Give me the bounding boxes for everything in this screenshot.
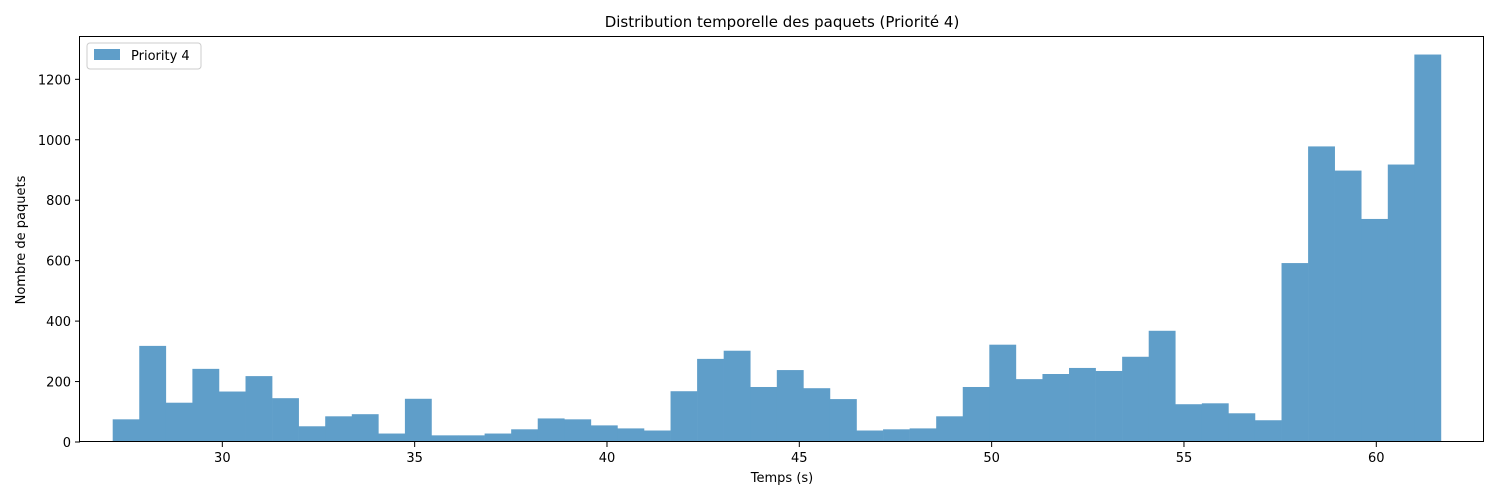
histogram-bar (1308, 146, 1335, 442)
histogram-bar (564, 419, 592, 442)
chart-title: Distribution temporelle des paquets (Pri… (605, 13, 960, 31)
histogram-bar (697, 358, 724, 442)
histogram-bar (511, 429, 539, 442)
x-tick-label: 30 (214, 451, 231, 466)
y-tick-label: 400 (46, 315, 71, 330)
histogram-bar (1414, 54, 1442, 442)
histogram-bar (1281, 263, 1309, 442)
y-axis: 0 200 400 600 800 1000 1200 (38, 73, 80, 451)
histogram-bar (139, 345, 167, 442)
histogram-bar (962, 386, 990, 442)
histogram-bar (404, 398, 432, 442)
histogram-bar (856, 430, 884, 442)
histogram-bar (458, 435, 485, 442)
x-tick-label: 45 (791, 451, 808, 466)
histogram-bar (218, 391, 246, 442)
histogram-bar (165, 402, 193, 442)
histogram-bar (829, 399, 857, 442)
histogram-bar (1361, 218, 1389, 442)
histogram-bar (590, 425, 618, 442)
histogram-bar (617, 428, 645, 442)
bars-group (112, 54, 1442, 443)
y-tick-label: 1200 (38, 73, 71, 88)
histogram-bar (1095, 370, 1123, 442)
histogram-bar (537, 418, 565, 442)
histogram-bar (1122, 356, 1149, 442)
histogram-bar (936, 416, 964, 442)
histogram-bar (192, 368, 220, 442)
histogram-bar (378, 433, 406, 442)
histogram-bar (1228, 413, 1256, 442)
histogram-bar (112, 419, 140, 442)
histogram-bar (1148, 330, 1176, 442)
histogram-bar (245, 376, 273, 442)
histogram-bar (1201, 403, 1229, 442)
histogram-bar (989, 344, 1017, 442)
y-tick-label: 600 (46, 255, 71, 270)
plot-frame (79, 36, 1484, 442)
x-tick-label: 35 (406, 451, 423, 466)
histogram-bar (909, 428, 937, 442)
x-axis-label: Temps (s) (750, 471, 813, 486)
histogram-bar (883, 429, 910, 442)
histogram-bar (272, 398, 299, 442)
histogram-bar (803, 388, 831, 442)
y-tick-label: 1000 (38, 134, 71, 149)
histogram-bar (1254, 420, 1282, 442)
histogram-bar (298, 426, 326, 442)
x-tick-label: 60 (1368, 451, 1385, 466)
histogram-bar (431, 435, 459, 442)
histogram-bar (325, 416, 353, 442)
histogram-bar (351, 414, 379, 442)
y-tick-label: 0 (63, 436, 71, 451)
histogram-bar (1334, 170, 1362, 442)
legend-swatch (94, 49, 120, 60)
x-tick-label: 50 (983, 451, 1000, 466)
histogram-bar (1069, 367, 1096, 442)
histogram-bar (1015, 379, 1043, 442)
histogram-bar (750, 386, 778, 442)
y-axis-label: Nombre de paquets (14, 175, 29, 304)
histogram-bar (723, 350, 751, 442)
histogram-bar (1175, 404, 1203, 442)
y-tick-label: 800 (46, 194, 71, 209)
histogram-bar (776, 370, 804, 442)
histogram-bar (670, 391, 698, 442)
histogram-bar (1042, 374, 1070, 442)
x-tick-label: 40 (599, 451, 616, 466)
histogram-bar (484, 433, 512, 442)
legend: Priority 4 (86, 42, 202, 70)
x-axis: 30 35 40 45 50 55 60 (214, 442, 1385, 466)
histogram-bar (1387, 164, 1415, 443)
y-tick-label: 200 (46, 376, 71, 391)
histogram-bar (643, 430, 671, 442)
x-tick-label: 55 (1176, 451, 1193, 466)
legend-label: Priority 4 (131, 49, 190, 64)
